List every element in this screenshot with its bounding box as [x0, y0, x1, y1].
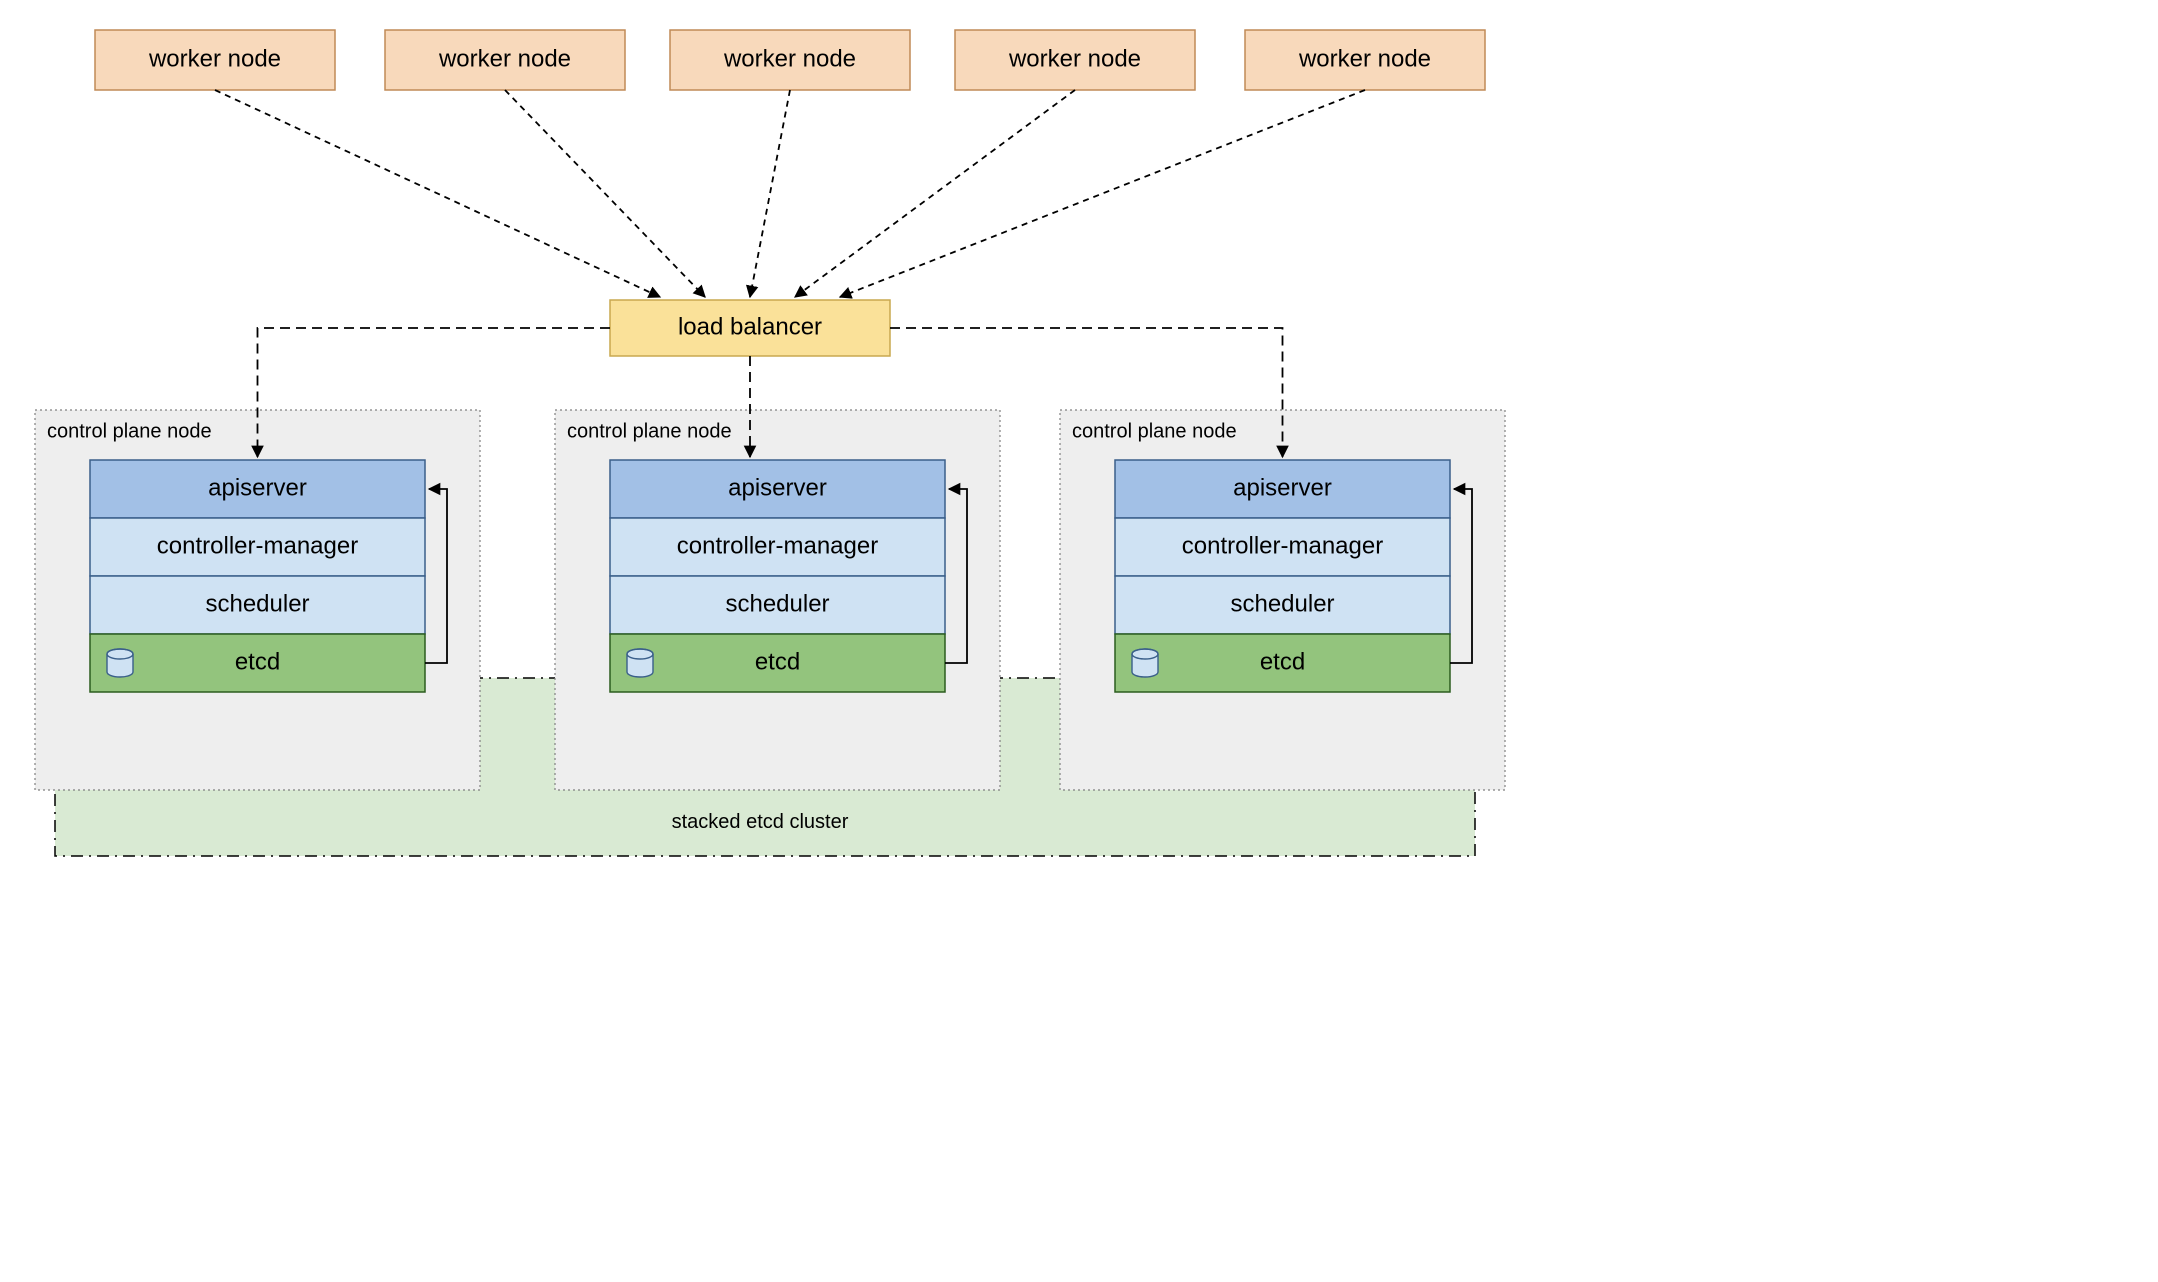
worker-node-label-4: worker node [1298, 45, 1431, 72]
control-plane-label-0: control plane node [47, 420, 212, 442]
cp1-sch-label: scheduler [725, 590, 829, 617]
cp2-cm-label: controller-manager [1182, 532, 1383, 559]
etcd-cluster-label: stacked etcd cluster [672, 811, 849, 833]
cp0-db-icon [107, 649, 133, 677]
cp0-sch-label: scheduler [205, 590, 309, 617]
edge-worker-4-to-lb [840, 90, 1365, 297]
cp2-api-label: apiserver [1233, 474, 1332, 501]
edge-worker-2-to-lb [750, 90, 790, 297]
worker-node-label-2: worker node [723, 45, 856, 72]
edge-worker-3-to-lb [795, 90, 1075, 297]
control-plane-label-2: control plane node [1072, 420, 1237, 442]
edge-worker-0-to-lb [215, 90, 660, 297]
cp2-etcd-label: etcd [1260, 648, 1305, 675]
cp1-db-icon [627, 649, 653, 677]
cp1-cm-label: controller-manager [677, 532, 878, 559]
worker-node-label-3: worker node [1008, 45, 1141, 72]
cp1-api-label: apiserver [728, 474, 827, 501]
cp1-etcd-label: etcd [755, 648, 800, 675]
cp2-db-icon [1132, 649, 1158, 677]
cp0-cm-label: controller-manager [157, 532, 358, 559]
control-plane-label-1: control plane node [567, 420, 732, 442]
cp0-api-label: apiserver [208, 474, 307, 501]
load-balancer-label: load balancer [678, 313, 822, 340]
edge-worker-1-to-lb [505, 90, 705, 297]
worker-node-label-1: worker node [438, 45, 571, 72]
cp0-etcd-label: etcd [235, 648, 280, 675]
worker-node-label-0: worker node [148, 45, 281, 72]
cp2-sch-label: scheduler [1230, 590, 1334, 617]
